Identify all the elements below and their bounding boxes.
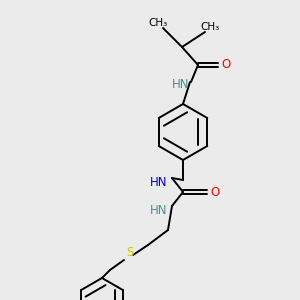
Text: CH₃: CH₃ [200,22,220,32]
Text: CH₃: CH₃ [148,18,168,28]
Text: O: O [210,185,220,199]
Text: HN: HN [172,77,190,91]
Text: HN: HN [150,203,168,217]
Text: HN: HN [150,176,168,188]
Text: O: O [221,58,231,71]
Text: S: S [126,245,134,259]
